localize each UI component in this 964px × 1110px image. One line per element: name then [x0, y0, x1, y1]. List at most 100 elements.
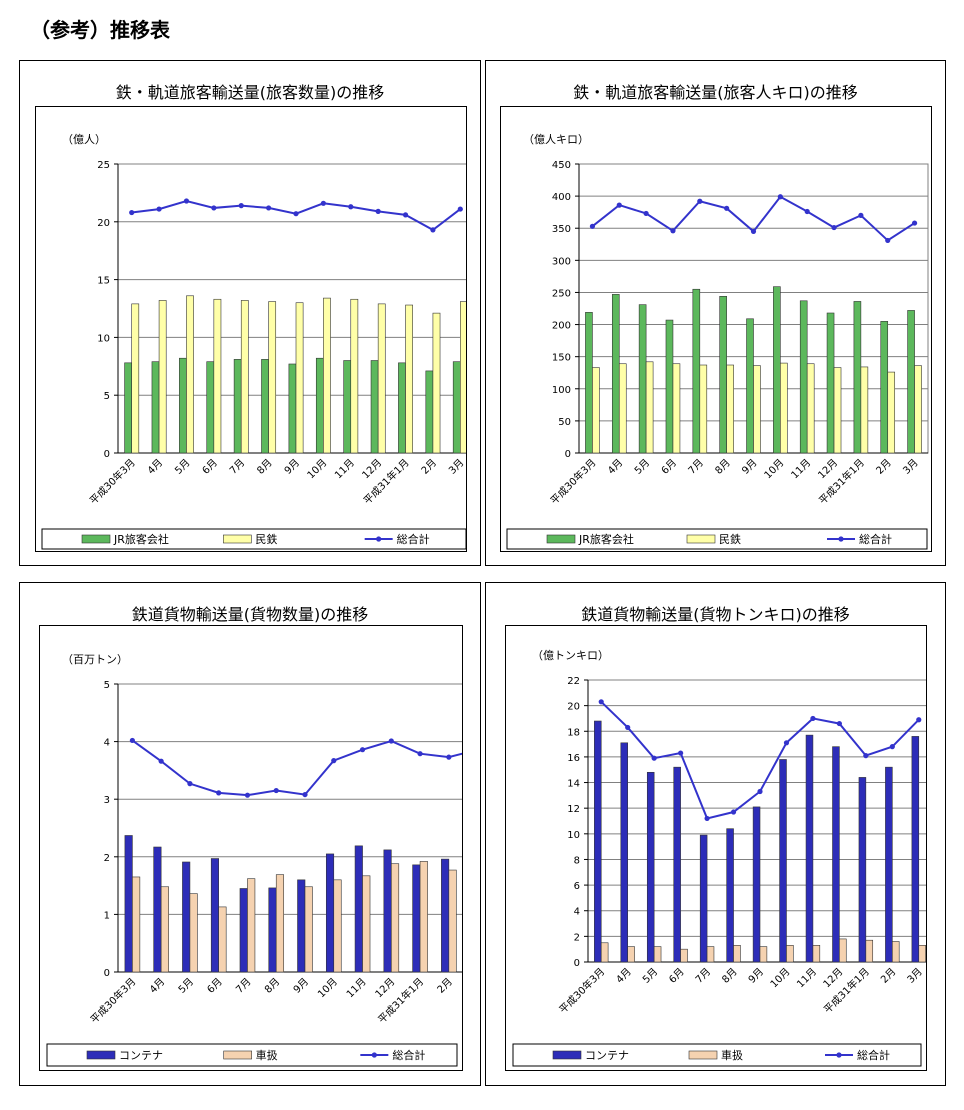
y-tick-label: 4: [574, 907, 580, 918]
y-tick-label: 20: [567, 702, 580, 713]
total-point: [724, 205, 730, 211]
legend-label: 総合計: [392, 1048, 425, 1062]
bar-series-2: [860, 366, 869, 454]
bar-series-2: [833, 367, 842, 454]
bar-series-2: [275, 874, 285, 973]
bar-series-2: [733, 945, 741, 963]
x-tick-label: 7月: [686, 457, 706, 477]
y-tick-label: 1: [104, 910, 110, 921]
bar-series-1: [638, 304, 647, 454]
total-point: [863, 753, 869, 759]
bar-series-2: [295, 302, 304, 454]
x-tick-label: 11月: [789, 457, 814, 482]
y-tick-label: 0: [574, 958, 580, 969]
bar-series-1: [179, 357, 187, 454]
total-point: [417, 751, 423, 757]
bar-series-2: [839, 938, 847, 963]
total-point: [831, 224, 837, 231]
x-tick-label: 2月: [874, 457, 894, 477]
y-tick-label: 14: [567, 779, 580, 790]
legend-line-marker: [371, 1052, 377, 1058]
bar-series-1: [773, 286, 781, 454]
bar-series-1: [673, 766, 681, 963]
bar-series-1: [611, 294, 620, 454]
y-axis-unit-label: （百万トン）: [62, 653, 128, 666]
total-point: [216, 790, 222, 796]
bar-series-2: [304, 886, 313, 973]
total-point: [678, 750, 684, 756]
y-tick-label: 350: [552, 224, 571, 235]
total-point: [616, 202, 622, 208]
y-tick-label: 300: [552, 256, 571, 267]
bar-series-1: [907, 310, 915, 454]
x-tick-label: 10月: [762, 457, 787, 482]
y-axis-unit-label: （億人）: [62, 133, 106, 146]
bar-series-2: [812, 945, 821, 963]
bar-series-2: [726, 364, 734, 454]
total-point: [858, 212, 864, 218]
total-point: [244, 792, 251, 798]
bar-series-1: [719, 295, 727, 454]
bar-series-2: [892, 941, 900, 963]
y-tick-label: 16: [567, 753, 580, 764]
x-tick-label: 4月: [614, 966, 634, 986]
bar-series-1: [182, 861, 191, 973]
bar-series-2: [680, 948, 688, 963]
x-tick-label: 5月: [640, 966, 660, 986]
bar-series-1: [398, 362, 406, 454]
plot-area-frame: （億人） 0 5 10 15 20 25 平成30年3月 4月 5月 6月 7月 8月 9月 10月 11月 1…: [35, 106, 475, 552]
bar-series-1: [239, 888, 248, 973]
plot-area-frame: （百万トン） 0 1 2 3 4 5 平成30年3月 4月 5月 6月 7月 8月 9月 10月 11月 12月…: [39, 625, 493, 1071]
legend-label: 総合計: [859, 532, 892, 546]
y-tick-label: 5: [104, 680, 110, 691]
bar-series-1: [452, 361, 461, 454]
bar-series-2: [786, 945, 794, 963]
legend-label: 民鉄: [719, 532, 741, 546]
bar-series-2: [377, 303, 386, 454]
x-tick-label: 8月: [720, 966, 740, 986]
bar-series-2: [333, 879, 342, 973]
total-point: [777, 194, 783, 200]
legend-swatch: [223, 534, 252, 544]
y-tick-label: 12: [567, 804, 580, 815]
x-tick-label: 平成30年3月: [87, 456, 138, 507]
bar-series-2: [362, 875, 371, 973]
total-point: [320, 200, 326, 206]
y-tick-label: 5: [104, 391, 110, 402]
total-point: [359, 747, 366, 753]
total-point: [293, 211, 299, 217]
y-tick-label: 2: [104, 853, 110, 864]
bar-series-1: [412, 864, 421, 973]
bar-series-1: [779, 759, 787, 963]
bar-series-2: [806, 363, 815, 454]
y-axis-unit-label: （億人キロ）: [523, 133, 589, 146]
legend-swatch: [546, 534, 576, 544]
bar-series-1: [853, 301, 862, 454]
y-tick-label: 10: [567, 830, 580, 841]
bar-series-1: [594, 720, 602, 963]
bar-series-1: [585, 312, 593, 454]
chart-panel-freight-ton-km: 鉄道貨物輸送量(貨物トンキロ)の推移 （億トンキロ） 0 2 4 6 8 10 12 14 16 1…: [485, 582, 946, 1086]
legend-box: [506, 528, 928, 550]
total-point: [810, 715, 816, 722]
bar-series-1: [268, 887, 277, 973]
x-tick-label: 4月: [145, 457, 165, 477]
total-point: [183, 198, 190, 204]
total-point: [129, 209, 135, 216]
x-tick-label: 8月: [262, 976, 282, 996]
passenger-km-chart: （億人キロ） 0 50 100 150 200 250 300 350 400 450 平成30年3月…: [506, 133, 929, 550]
x-tick-label: 平成30年3月: [88, 975, 139, 1026]
legend-swatch: [686, 534, 716, 544]
bar-series-2: [780, 362, 788, 454]
bar-series-2: [268, 301, 277, 454]
bar-series-1: [746, 318, 754, 454]
bar-series-2: [918, 945, 926, 963]
total-point: [885, 237, 891, 244]
x-tick-label: 5月: [632, 457, 652, 477]
x-tick-label: 9月: [740, 457, 760, 477]
bar-series-2: [645, 361, 654, 454]
bar-series-2: [189, 893, 198, 973]
x-tick-label: 12月: [373, 976, 398, 1001]
chart-panel-passengers: 鉄・軌道旅客輸送量(旅客数量)の推移 （億人） 0 5 10 15 20 25 平成30年3月…: [19, 60, 481, 566]
x-tick-label: 10月: [768, 966, 793, 991]
